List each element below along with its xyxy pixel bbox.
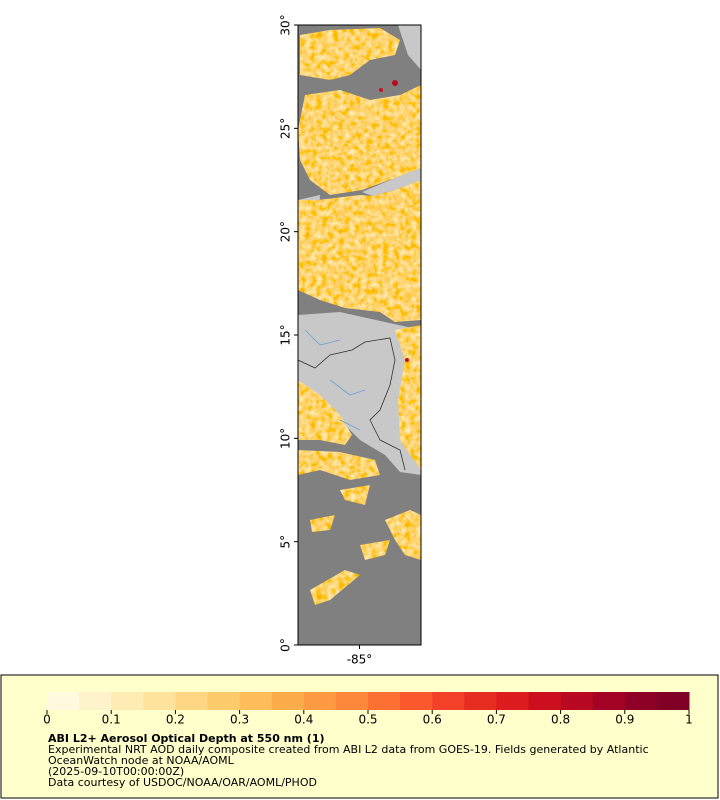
y-tick-label: 30°	[279, 14, 293, 35]
colorbar-segment	[656, 692, 690, 710]
y-tick-label: 25°	[279, 118, 293, 139]
colorbar: 0 0.1 0.2 0.3 0.4 0.5 0.6 0.7 0.8 0.9 1	[43, 692, 693, 727]
colorbar-segment	[335, 692, 369, 710]
colorbar-segment	[496, 692, 529, 710]
legend-line: (2025-09-10T00:00:00Z)	[48, 765, 184, 778]
axes: 0° 5° 10° 15° 20° 25° 30° -85°	[279, 14, 373, 666]
colorbar-segment	[143, 692, 176, 710]
y-tick-label: 0°	[279, 638, 293, 652]
colorbar-segment	[303, 692, 337, 710]
colorbar-tick-label: 0	[43, 713, 51, 727]
colorbar-segment	[464, 692, 497, 710]
colorbar-segment	[47, 692, 80, 710]
colorbar-segment	[271, 692, 305, 710]
colorbar-tick-label: 0.4	[294, 713, 313, 727]
colorbar-tick-label: 0.7	[487, 713, 506, 727]
y-tick-label: 5°	[279, 535, 293, 549]
colorbar-tick-label: 0.2	[166, 713, 185, 727]
y-tick-label: 10°	[279, 428, 293, 449]
legend-title: ABI L2+ Aerosol Optical Depth at 550 nm …	[48, 732, 325, 745]
legend-line: Experimental NRT AOD daily composite cre…	[48, 743, 649, 756]
x-tick-label: -85°	[347, 653, 373, 667]
colorbar-segment	[528, 692, 562, 710]
colorbar-segment	[175, 692, 208, 710]
legend-line: OceanWatch node at NOAA/AOML	[48, 754, 235, 767]
colorbar-tick-label: 0.1	[102, 713, 121, 727]
map-image	[298, 25, 421, 645]
colorbar-tick-label: 0.8	[551, 713, 570, 727]
colorbar-segment	[207, 692, 241, 710]
y-tick-label: 15°	[279, 324, 293, 345]
colorbar-segment	[432, 692, 465, 710]
y-tick-label: 20°	[279, 221, 293, 242]
colorbar-tick-label: 0.5	[358, 713, 377, 727]
colorbar-segment	[560, 692, 594, 710]
colorbar-segment	[624, 692, 658, 710]
colorbar-tick-label: 1	[685, 713, 693, 727]
colorbar-tick-label: 0.6	[423, 713, 442, 727]
colorbar-segment	[111, 692, 144, 710]
colorbar-tick-label: 0.9	[615, 713, 634, 727]
colorbar-segment	[79, 692, 112, 710]
colorbar-segment	[368, 692, 401, 710]
colorbar-tick-label: 0.3	[230, 713, 249, 727]
legend-line: Data courtesy of USDOC/NOAA/OAR/AOML/PHO…	[48, 776, 317, 789]
colorbar-segment	[592, 692, 626, 710]
colorbar-segment	[400, 692, 433, 710]
colorbar-segment	[239, 692, 273, 710]
